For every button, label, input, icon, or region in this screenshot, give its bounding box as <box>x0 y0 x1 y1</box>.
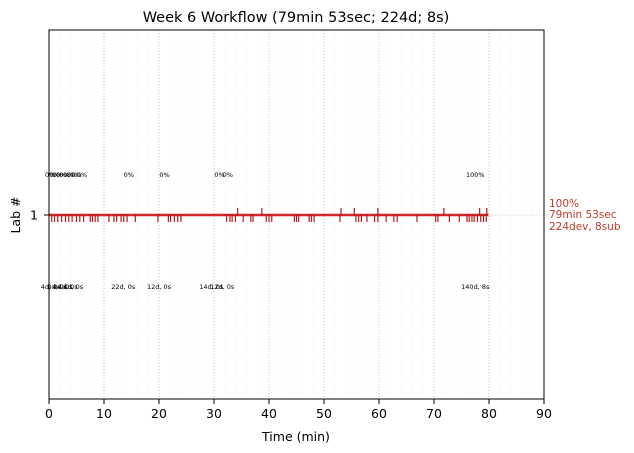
x-tick-label: 0 <box>45 406 53 421</box>
x-tick-label: 20 <box>151 406 167 421</box>
x-tick-label: 50 <box>316 406 332 421</box>
dev-label: 4d, 0s <box>58 283 79 291</box>
percent-label: 0% <box>49 171 59 179</box>
dev-label: 4d, 0s <box>41 283 62 291</box>
x-tick-label: 70 <box>426 406 442 421</box>
dev-label: 8d, 0s <box>47 283 68 291</box>
percent-label: 0% <box>59 171 69 179</box>
percent-label: 0% <box>124 171 134 179</box>
percent-label: 0% <box>63 171 73 179</box>
percent-label: 0% <box>159 171 169 179</box>
percent-label: 0% <box>77 171 87 179</box>
dev-label: 4d, 0s <box>63 283 84 291</box>
x-tick-label: 10 <box>96 406 112 421</box>
dev-label: 14d, 0s <box>199 283 224 291</box>
percent-labels: 0%0%0%0%0%0%0%0%0% 0% 0% 0%0% 100% <box>45 171 485 179</box>
event-ticks <box>49 208 489 222</box>
dev-label: 12d, 0s <box>147 283 172 291</box>
percent-label: 0% <box>67 171 77 179</box>
x-tick-label: 90 <box>536 406 552 421</box>
chart-title: Week 6 Workflow (79min 53sec; 224d; 8s) <box>143 10 450 26</box>
dev-label: 140d, 8s <box>461 283 490 291</box>
percent-label: 0% <box>223 171 233 179</box>
summary-duration: 79min 53sec <box>549 209 617 221</box>
percent-label: 0% <box>45 171 55 179</box>
x-tick-label: 60 <box>371 406 387 421</box>
x-tick-label: 40 <box>261 406 277 421</box>
x-tick-label: 30 <box>206 406 222 421</box>
dev-label: 22d, 0s <box>111 283 136 291</box>
percent-label: 0% <box>56 171 66 179</box>
x-axis: 0 10 20 30 40 50 60 70 80 90 <box>45 399 552 421</box>
summary-counts: 224dev, 8sub <box>549 221 621 233</box>
x-tick-label: 80 <box>481 406 497 421</box>
summary-percent: 100% <box>549 198 579 210</box>
lab-summary-label: 100% 79min 53sec 224dev, 8sub <box>549 198 621 233</box>
percent-label: 0% <box>53 171 63 179</box>
y-axis-label: Lab # <box>8 196 23 233</box>
y-axis: 1 <box>30 208 49 223</box>
percent-label: 0% <box>71 171 81 179</box>
percent-label: 0% <box>214 171 224 179</box>
x-axis-label: Time (min) <box>261 429 330 444</box>
y-tick-label: 1 <box>30 208 38 223</box>
dev-label: 12d, 0s <box>210 283 235 291</box>
percent-label: 100% <box>466 171 485 179</box>
dev-label: 4d, 0s <box>53 283 74 291</box>
